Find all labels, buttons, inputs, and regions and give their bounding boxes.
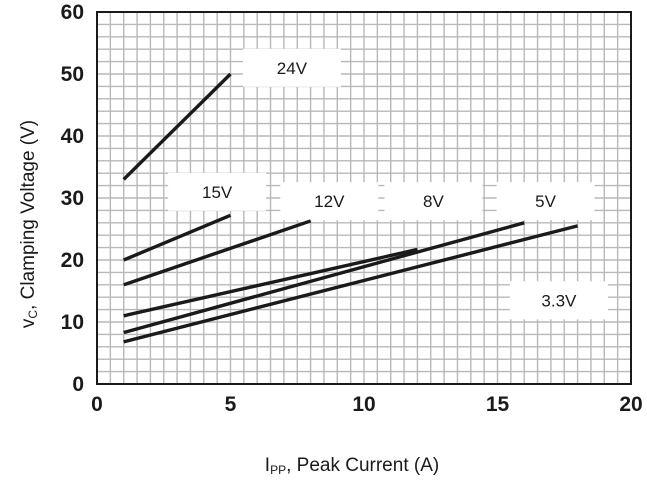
series-label-background	[509, 281, 608, 320]
series-line-5v	[123, 221, 525, 335]
series-line-12v	[123, 219, 312, 287]
series-line-24v	[122, 72, 232, 181]
series-label-background	[168, 172, 267, 211]
x-tick-labels: 0 5 10 15 20	[91, 393, 643, 416]
label-backgrounds	[168, 48, 608, 320]
series-label: 8V	[423, 192, 444, 211]
series-line-15v	[123, 213, 232, 262]
series-lines	[122, 72, 579, 344]
x-tick-label: 10	[352, 393, 375, 416]
series-label: 24V	[277, 59, 308, 78]
series-label-background	[496, 182, 595, 221]
series-label-background	[280, 182, 379, 221]
y-axis-title: vC, Clamping Voltage (V)	[18, 120, 40, 328]
y-tick-label: 0	[72, 373, 84, 396]
x-tick-label: 5	[225, 393, 237, 416]
series-label-background	[384, 182, 483, 221]
x-tick-label: 15	[486, 393, 510, 416]
x-axis-title: IPP, Peak Current (A)	[265, 455, 439, 477]
series-label: 12V	[314, 192, 345, 211]
y-tick-label: 60	[61, 1, 84, 24]
y-tick-label: 30	[61, 187, 84, 210]
y-tick-labels: 0 10 20 30 40 50 60	[61, 1, 84, 396]
series-line-3-3v	[123, 224, 579, 344]
series-label-background	[242, 48, 341, 87]
series-label: 5V	[535, 192, 556, 211]
y-tick-label: 10	[61, 311, 84, 334]
x-tick-label: 20	[619, 393, 642, 416]
series-line-8v	[123, 247, 418, 318]
series-labels: 24V 15V 12V 8V 5V 3.3V	[202, 59, 577, 310]
y-tick-label: 50	[61, 63, 84, 86]
plot-frame	[96, 11, 632, 385]
y-tick-label: 20	[61, 249, 84, 272]
series-label: 3.3V	[541, 291, 577, 310]
series-label: 15V	[202, 183, 233, 202]
y-tick-label: 40	[61, 125, 84, 148]
x-tick-label: 0	[91, 393, 103, 416]
